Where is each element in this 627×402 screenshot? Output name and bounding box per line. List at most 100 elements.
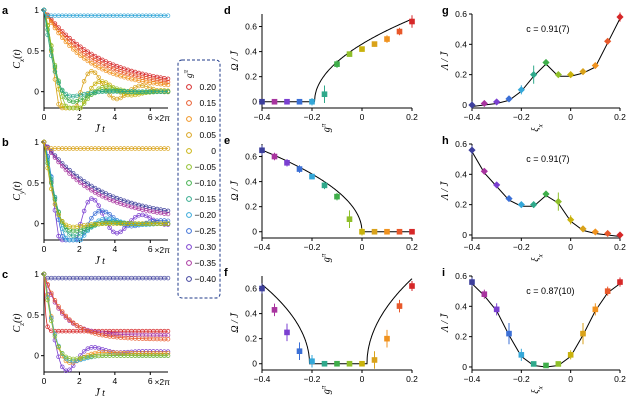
data-point: [49, 20, 54, 25]
data-point: [100, 61, 105, 67]
data-point: [334, 193, 340, 200]
x-tick-label: 4: [112, 376, 117, 386]
y-axis-label: Ω / J̄: [229, 180, 241, 201]
y-tick-label: 0: [252, 359, 257, 369]
x-tick-label: 0: [568, 242, 573, 252]
data-point: [493, 98, 501, 106]
x-axis-label: ξx: [531, 385, 545, 393]
data-point: [165, 13, 171, 18]
panel-letter: e: [224, 135, 230, 147]
data-point: [103, 209, 109, 215]
data-point: [52, 334, 58, 339]
data-point: [45, 165, 50, 171]
data-point: [165, 336, 171, 342]
data-point: [542, 58, 550, 67]
data-point: [67, 171, 72, 176]
panel-letter: g: [442, 5, 449, 17]
x-tick-label: 6: [148, 112, 153, 122]
data-point: [78, 237, 83, 243]
data-point: [580, 330, 586, 337]
data-point: [59, 364, 65, 370]
data-point: [89, 60, 94, 66]
data-point: [111, 62, 116, 67]
data-point: [59, 87, 65, 93]
y-tick-label: 0.2: [245, 72, 257, 82]
data-point: [604, 229, 612, 238]
y-tick-label: 0.6: [455, 9, 467, 19]
x-tick-label: 0: [568, 374, 573, 384]
data-point: [567, 352, 574, 358]
data-point: [89, 51, 94, 57]
data-point: [165, 221, 171, 226]
legend-label: 0: [211, 146, 216, 156]
data-point: [165, 218, 171, 224]
data-point: [89, 188, 94, 193]
y-axis-label: Cx(t): [12, 49, 26, 69]
data-point: [96, 60, 101, 65]
data-point: [45, 32, 50, 37]
data-point: [271, 98, 278, 105]
x-axis-label: J̄ t: [95, 123, 105, 135]
fit-line: [43, 9, 168, 97]
y-tick-label: 0: [34, 351, 39, 361]
x-axis-label: gπ: [320, 385, 333, 394]
data-point: [56, 217, 61, 222]
theory-curve: [261, 278, 413, 365]
data-point: [81, 327, 87, 332]
fit-line: [43, 141, 168, 241]
data-point: [92, 190, 98, 195]
y-tick-label: 0.2: [245, 202, 257, 212]
data-point: [103, 191, 109, 196]
y-tick-label: 0.6: [245, 284, 257, 294]
legend-label: −0.20: [194, 210, 216, 220]
data-point: [259, 147, 265, 154]
data-point: [567, 216, 575, 224]
data-point: [396, 28, 403, 35]
legend-marker: [186, 228, 192, 234]
data-point: [96, 86, 101, 92]
data-point: [409, 18, 415, 25]
y-tick-label: 1: [34, 137, 39, 147]
data-point: [89, 56, 94, 61]
panel-letter: a: [2, 5, 9, 17]
x-tick-label: 0: [360, 242, 365, 252]
data-point: [67, 232, 72, 237]
legend-marker: [186, 100, 192, 106]
x-tick-label: −0.2: [513, 242, 530, 252]
data-point: [505, 194, 513, 203]
data-point: [396, 228, 403, 235]
data-point: [78, 180, 83, 186]
data-point: [92, 81, 98, 87]
data-point: [81, 51, 87, 56]
legend-label: −0.30: [194, 242, 216, 252]
data-point: [49, 180, 54, 186]
data-point: [309, 98, 315, 105]
data-point: [334, 61, 340, 67]
data-point: [469, 279, 475, 285]
data-point: [165, 79, 171, 85]
data-point: [92, 197, 98, 203]
data-point: [59, 226, 65, 231]
data-point: [617, 279, 623, 285]
y-tick-label: 0: [252, 227, 257, 237]
data-point: [56, 30, 61, 36]
data-point: [81, 349, 87, 354]
data-point: [96, 203, 101, 208]
data-point: [74, 99, 80, 104]
panel-letter: c: [2, 269, 8, 281]
data-point: [107, 212, 112, 217]
data-point: [92, 70, 98, 76]
y-tick-label: 0.6: [455, 271, 467, 281]
data-point: [81, 101, 87, 106]
data-point: [132, 214, 138, 220]
data-point: [371, 41, 378, 47]
data-point: [45, 324, 50, 330]
data-point: [334, 360, 340, 367]
data-point: [542, 190, 550, 198]
y-tick-label: 0.4: [455, 169, 467, 179]
data-point: [89, 68, 94, 74]
y-tick-label: 1: [34, 5, 39, 15]
data-point: [56, 344, 61, 349]
legend-title: gπ: [182, 70, 194, 79]
data-point: [63, 39, 69, 45]
